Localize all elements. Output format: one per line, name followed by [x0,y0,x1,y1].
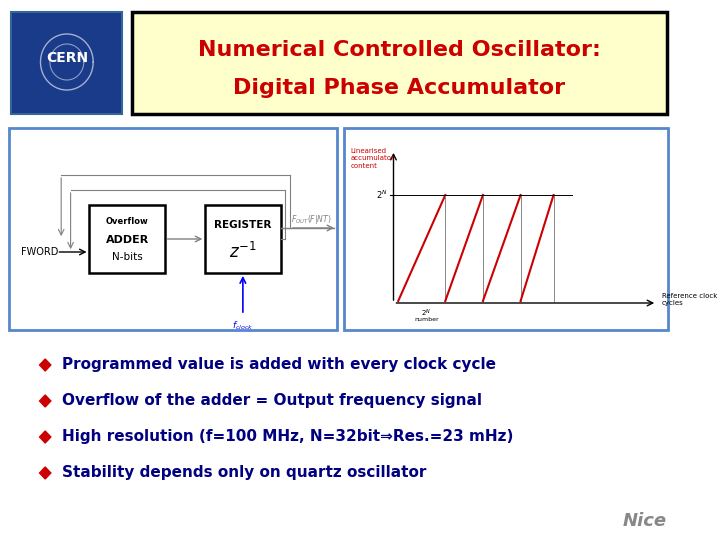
Text: $2^N$: $2^N$ [377,189,388,201]
Text: Stability depends only on quartz oscillator: Stability depends only on quartz oscilla… [62,465,426,481]
Text: Linearised
accumulator
content: Linearised accumulator content [350,148,394,169]
Text: $2^N$: $2^N$ [421,308,431,319]
FancyBboxPatch shape [343,128,668,330]
Text: Programmed value is added with every clock cycle: Programmed value is added with every clo… [62,357,496,373]
Text: number: number [414,317,438,322]
Polygon shape [40,395,51,407]
Text: REGISTER: REGISTER [214,220,271,230]
FancyBboxPatch shape [132,12,667,114]
Polygon shape [40,467,51,479]
Text: $z^{-1}$: $z^{-1}$ [229,242,257,262]
Text: CERN: CERN [46,51,88,65]
Text: Reference clock
cycles: Reference clock cycles [662,293,717,307]
FancyBboxPatch shape [205,205,281,273]
Text: Numerical Controlled Oscillator:: Numerical Controlled Oscillator: [198,40,600,60]
Polygon shape [40,359,51,371]
Text: High resolution (f=100 MHz, N=32bit⇒Res.=23 mHz): High resolution (f=100 MHz, N=32bit⇒Res.… [62,429,513,444]
Text: $F_{OUT}(F|NT)$: $F_{OUT}(F|NT)$ [291,213,331,226]
Text: N-bits: N-bits [112,252,143,262]
Text: $f_{clock}$: $f_{clock}$ [232,320,253,333]
Polygon shape [40,431,51,443]
FancyBboxPatch shape [9,128,337,330]
Text: Digital Phase Accumulator: Digital Phase Accumulator [233,78,565,98]
Text: Overflow of the adder = Output frequency signal: Overflow of the adder = Output frequency… [62,394,482,408]
FancyBboxPatch shape [12,12,122,114]
Text: Nice: Nice [622,512,667,530]
FancyBboxPatch shape [89,205,165,273]
Text: FWORD: FWORD [21,247,58,257]
Text: Overflow: Overflow [106,217,148,226]
Text: ADDER: ADDER [105,235,149,245]
